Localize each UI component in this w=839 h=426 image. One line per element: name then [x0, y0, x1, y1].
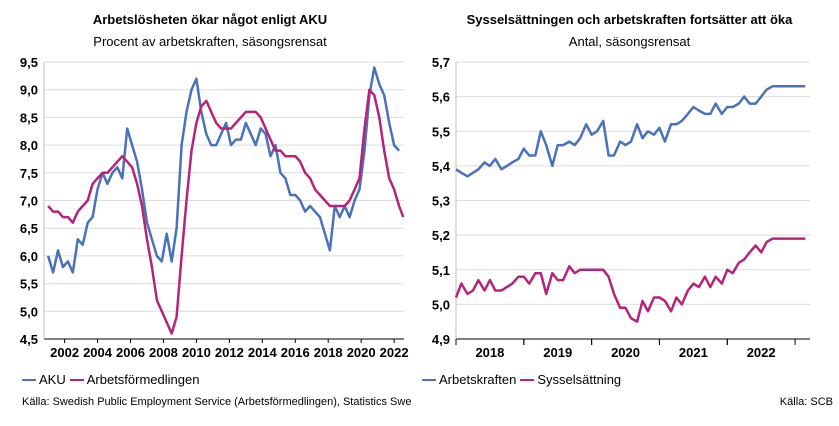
y-tick-label: 5,2: [432, 228, 450, 243]
series-line-arbetsf-rmedlingen: [47, 88, 405, 335]
x-tick-label: 2021: [679, 345, 708, 360]
legend-label: Arbetskraften: [439, 372, 517, 387]
x-tick-label: 2020: [347, 345, 376, 360]
y-tick-label: 7,0: [20, 194, 38, 209]
x-tick-label: 2018: [314, 345, 343, 360]
employment-chart: 4,9 5,0 5,1 5,2 5,3 5,4 5,5 5,6 5,7 2018 2019 2020 2…: [432, 55, 810, 360]
series-line-arbetskraften: [455, 84, 806, 178]
x-tick-label: 2018: [475, 345, 504, 360]
y-tick-label: 5,5: [432, 124, 450, 139]
x-tick-label: 2022: [747, 345, 776, 360]
series-line-syssels-ttning: [454, 237, 806, 323]
y-tick-label: 9,5: [20, 55, 38, 70]
y-tick-label: 5,6: [432, 90, 450, 105]
x-tick-label: 2012: [215, 345, 244, 360]
y-tick-label: 6,0: [20, 249, 38, 264]
y-tick-label: 4,5: [20, 332, 38, 347]
chart-title: Arbetslösheten ökar något enligt AKU: [92, 12, 328, 27]
x-tick-label: 2002: [50, 345, 79, 360]
chart-subtitle: Procent av arbetskraften, säsongsrensat: [93, 34, 327, 49]
legend-swatch: [520, 378, 535, 381]
x-tick-label: 2004: [83, 345, 113, 360]
chart-legend: AKU Arbetsförmedlingen: [22, 372, 203, 387]
y-tick-label: 7,5: [20, 166, 38, 181]
chart-title: Sysselsättningen och arbetskraften forts…: [466, 12, 793, 27]
x-tick-label: 2019: [543, 345, 572, 360]
y-tick-label: 5,5: [20, 277, 38, 292]
legend-item-arbetsformedlingen: Arbetsförmedlingen: [69, 372, 200, 387]
legend-swatch: [69, 378, 84, 381]
legend-swatch: [22, 378, 36, 381]
x-tick-label: 2020: [611, 345, 640, 360]
legend-label: Sysselsättning: [537, 372, 622, 387]
legend-item-sysselsattning: Sysselsättning: [520, 372, 621, 387]
legend-swatch: [422, 378, 436, 381]
y-tick-label: 5,3: [432, 194, 450, 209]
series-line-aku: [46, 66, 401, 274]
y-tick-label: 6,5: [20, 221, 38, 236]
x-tick-label: 2008: [149, 345, 178, 360]
chart-legend: Arbetskraften Sysselsättning: [422, 372, 625, 387]
chart-subtitle: Antal, säsongsrensat: [568, 34, 691, 49]
y-tick-label: 4,9: [432, 332, 450, 347]
source-note: Källa: Swedish Public Employment Service…: [22, 396, 412, 408]
legend-item-arbetskraften: Arbetskraften: [422, 372, 516, 387]
x-tick-label: 2014: [248, 345, 278, 360]
y-tick-label: 5,0: [20, 304, 38, 319]
y-tick-label: 8,5: [20, 110, 38, 125]
legend-item-aku: AKU: [22, 372, 66, 387]
left-chart-panel: Arbetslösheten ökar något enligt AKU Pro…: [20, 12, 412, 408]
x-tick-label: 2006: [116, 345, 145, 360]
x-tick-label: 2022: [380, 345, 409, 360]
legend-label: Arbetsförmedlingen: [86, 372, 200, 387]
y-tick-label: 5,1: [432, 263, 450, 278]
source-note: Källa: SCB: [779, 396, 833, 408]
right-chart-panel: Sysselsättningen och arbetskraften forts…: [420, 0, 839, 426]
x-tick-label: 2016: [281, 345, 310, 360]
legend-label: AKU: [39, 372, 66, 387]
y-tick-label: 8,0: [20, 138, 38, 153]
y-tick-label: 5,7: [432, 55, 450, 70]
y-tick-label: 9,0: [20, 83, 38, 98]
x-tick-label: 2010: [182, 345, 211, 360]
y-tick-label: 5,0: [432, 297, 450, 312]
y-tick-label: 5,4: [432, 159, 451, 174]
unemployment-chart: 4,5 5,0 5,5 6,0 6,5 7,0 7,5 8,0 8,5 9,0 9,5 2002 200…: [20, 55, 409, 360]
